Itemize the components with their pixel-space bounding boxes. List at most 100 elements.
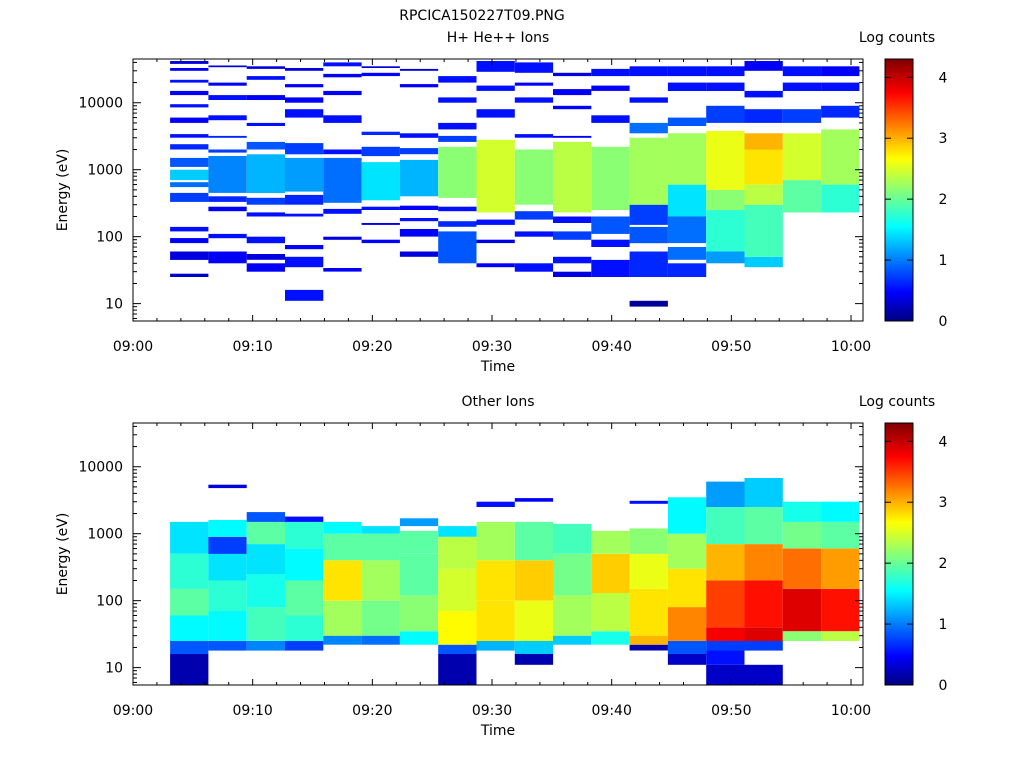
- x-tick-label: 09:10: [232, 703, 272, 719]
- heatmap-cell: [246, 607, 285, 641]
- heatmap-cell: [208, 520, 247, 537]
- x-tick-label: 10:00: [831, 339, 871, 355]
- x-tick-label: 10:00: [831, 703, 871, 719]
- heatmap-cell: [744, 133, 783, 150]
- heatmap-cell: [782, 133, 822, 181]
- y-tick-label: 1000: [87, 163, 123, 179]
- heatmap-cell: [399, 530, 439, 554]
- heatmap-cell: [514, 231, 554, 237]
- heatmap-cell: [591, 553, 630, 594]
- heatmap-cell: [361, 131, 400, 135]
- x-tick-label: 09:20: [352, 339, 392, 355]
- colorbar-tick-label: 2: [939, 192, 948, 208]
- heatmap-cell: [782, 501, 822, 522]
- heatmap-cell: [438, 135, 477, 142]
- x-tick-label: 09:30: [472, 339, 512, 355]
- heatmap-cell: [323, 73, 362, 78]
- heatmap-cell: [323, 208, 362, 214]
- heatmap-cell: [208, 484, 247, 489]
- heatmap-cell: [667, 117, 707, 126]
- x-tick-label: 09:50: [711, 703, 751, 719]
- heatmap-cell: [170, 144, 209, 150]
- x-tick-label: 09:40: [592, 339, 632, 355]
- heatmap-cell: [706, 641, 745, 651]
- heatmap-cell: [170, 273, 209, 277]
- heatmap-cell: [323, 149, 362, 155]
- heatmap-cell: [208, 115, 247, 121]
- heatmap-cell: [514, 560, 554, 601]
- heatmap-cell: [553, 595, 592, 636]
- heatmap-cell: [667, 133, 707, 185]
- heatmap-cell: [208, 82, 247, 86]
- heatmap-cell: [476, 239, 515, 244]
- heatmap-cell: [246, 574, 285, 608]
- heatmap-cell: [514, 82, 554, 86]
- heatmap-cell: [821, 105, 860, 118]
- heatmap-cell: [514, 641, 554, 654]
- heatmap-cell: [706, 507, 745, 545]
- heatmap-cell: [476, 85, 515, 91]
- heatmap-cell: [591, 85, 630, 91]
- x-axis-label: Time: [480, 359, 515, 375]
- heatmap-cell: [744, 478, 783, 508]
- heatmap-cell: [399, 518, 439, 527]
- heatmap-cell: [170, 641, 209, 654]
- y-tick-label: 100: [96, 594, 123, 610]
- y-axis-label: Energy (eV): [55, 149, 71, 232]
- heatmap-cell: [782, 521, 822, 549]
- heatmap-cell: [208, 233, 247, 239]
- heatmap-cells: [170, 478, 860, 685]
- heatmap-cell: [323, 533, 362, 561]
- heatmap-cell: [170, 169, 209, 181]
- heatmap-cell: [706, 481, 745, 508]
- x-tick-label: 09:30: [472, 703, 512, 719]
- heatmap-cell: [591, 146, 630, 210]
- heatmap-cell: [285, 194, 324, 205]
- heatmap-cell: [629, 251, 668, 277]
- heatmap-cell: [323, 635, 362, 645]
- heatmap-cell: [744, 256, 783, 268]
- colorbar-tick-label: 2: [939, 556, 948, 572]
- heatmap-cell: [399, 553, 439, 596]
- heatmap-cell: [170, 90, 209, 96]
- heatmap-cell: [246, 66, 285, 69]
- x-tick-label: 09:00: [113, 703, 153, 719]
- heatmap-cell: [667, 247, 707, 260]
- heatmap-cell: [706, 210, 745, 252]
- heatmap-cell: [629, 500, 668, 504]
- heatmap-cell: [285, 84, 324, 88]
- heatmap-cell: [399, 133, 439, 138]
- heatmap-cell: [208, 251, 247, 264]
- y-tick-label: 1000: [87, 527, 123, 543]
- heatmap-cell: [514, 263, 554, 272]
- heatmap-cell: [438, 206, 477, 212]
- heatmap-cell: [744, 664, 783, 685]
- heatmap-cell: [667, 497, 707, 534]
- heatmap-cell: [553, 231, 592, 240]
- heatmap-cell: [399, 595, 439, 632]
- heatmap-cell: [285, 289, 324, 301]
- heatmap-cell: [821, 588, 860, 632]
- heatmap-cell: [782, 66, 822, 77]
- heatmap-cell: [706, 650, 745, 665]
- heatmap-cell: [591, 68, 630, 77]
- heatmap-cell: [706, 580, 745, 628]
- heatmap-cell: [553, 553, 592, 596]
- panel-other-ions: Other Ions Log counts 09:00 09:10 09:20 09:30…: [55, 394, 948, 739]
- heatmap-cell: [438, 568, 477, 611]
- heatmap-cell: [399, 218, 439, 222]
- panel-h-he-ions: H+ He++ Ions Log counts 09:00 09:10 09:20 09:…: [55, 30, 948, 375]
- heatmap-cell: [285, 245, 324, 250]
- heatmap-cell: [591, 530, 630, 554]
- heatmap-cell: [553, 141, 592, 213]
- heatmap-cell: [361, 239, 400, 244]
- heatmap-cell: [246, 512, 285, 522]
- heatmap-cell: [246, 521, 285, 545]
- heatmap-cell: [170, 615, 209, 641]
- heatmap-cell: [399, 84, 439, 88]
- heatmap-cell: [591, 239, 630, 247]
- heatmap-cell: [706, 105, 745, 123]
- heatmap-cell: [208, 553, 247, 581]
- heatmap-cell: [361, 223, 400, 225]
- heatmap-cell: [361, 162, 400, 201]
